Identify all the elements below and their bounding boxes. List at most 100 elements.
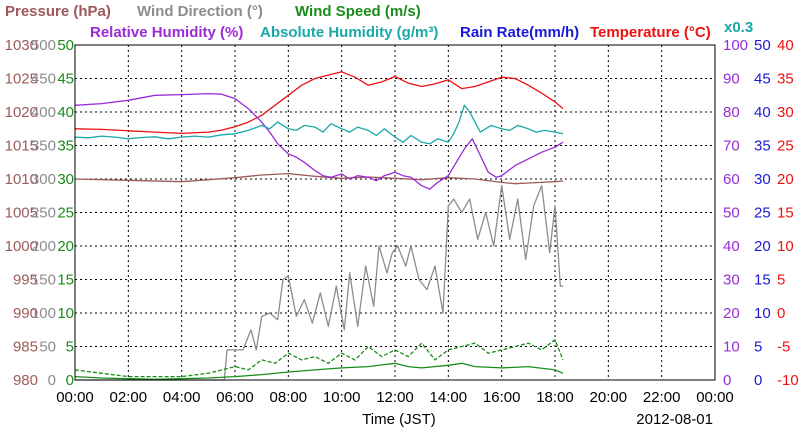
y-tick-label-temp: 20	[777, 171, 794, 188]
y-tick-label-wind-dir: 100	[31, 305, 56, 322]
y-tick-label-rel-hum: 20	[723, 305, 740, 322]
y-tick-label-wind-speed: 25	[57, 205, 74, 222]
y-tick-label-temp: 5	[777, 272, 785, 289]
y-tick-label-wind-dir: 50	[39, 339, 56, 356]
y-tick-label-rain: 40	[754, 104, 771, 121]
y-tick-label-temp: 40	[777, 37, 794, 54]
y-tick-label-wind-dir: 300	[31, 171, 56, 188]
y-tick-label-wind-speed: 5	[66, 339, 74, 356]
y-tick-label-wind-speed: 30	[57, 171, 74, 188]
y-tick-label-wind-dir: 200	[31, 238, 56, 255]
y-tick-label-wind-speed: 50	[57, 37, 74, 54]
y-tick-label-pressure: 1025	[5, 71, 38, 88]
y-tick-label-rel-hum: 100	[723, 37, 748, 54]
x-tick-label: 06:00	[216, 389, 254, 406]
series-line-pressure-hpa	[74, 172, 564, 185]
legend-rain-rate: Rain Rate(mm/h)	[460, 24, 579, 41]
y-tick-label-pressure: 980	[13, 372, 38, 389]
y-tick-label-rain: 20	[754, 238, 771, 255]
y-tick-label-rel-hum: 40	[723, 238, 740, 255]
x-tick-label: 00:00	[696, 389, 734, 406]
series-line-relative-humidity	[74, 92, 564, 190]
y-tick-label-temp: -10	[777, 372, 799, 389]
y-tick-label-pressure: 995	[13, 272, 38, 289]
y-tick-label-temp: 35	[777, 71, 794, 88]
y-tick-label-rain: 15	[754, 272, 771, 289]
y-tick-label-wind-dir: 250	[31, 205, 56, 222]
y-tick-label-pressure: 1015	[5, 138, 38, 155]
legend-wind-direction: Wind Direction (°)	[137, 3, 263, 20]
series-line-temperature-c	[74, 71, 564, 135]
legend-absolute-humidity: Absolute Humidity (g/m³)	[260, 24, 438, 41]
series-line-wind-direction	[75, 185, 563, 381]
y-tick-label-wind-dir: 150	[31, 272, 56, 289]
y-tick-label-rel-hum: 10	[723, 339, 740, 356]
y-tick-label-temp: 0	[777, 305, 785, 322]
y-tick-label-rel-hum: 60	[723, 171, 740, 188]
y-tick-label-wind-speed: 0	[66, 372, 74, 389]
y-tick-label-rel-hum: 50	[723, 205, 740, 222]
y-tick-label-rel-hum: 80	[723, 104, 740, 121]
y-tick-label-temp: 10	[777, 238, 794, 255]
x-tick-label: 08:00	[270, 389, 308, 406]
x-tick-label: 10:00	[323, 389, 361, 406]
y-tick-label-wind-speed: 10	[57, 305, 74, 322]
x-tick-label: 18:00	[536, 389, 574, 406]
y-tick-label-temp: 30	[777, 104, 794, 121]
x-tick-label: 22:00	[643, 389, 681, 406]
grid	[75, 45, 715, 380]
y-tick-label-temp: 15	[777, 205, 794, 222]
y-tick-label-temp: -5	[777, 339, 790, 356]
y-tick-label-wind-speed: 20	[57, 238, 74, 255]
y-tick-label-wind-dir: 500	[31, 37, 56, 54]
series-line-absolute-humidity-g-m	[74, 104, 564, 145]
y-tick-label-wind-dir: 400	[31, 104, 56, 121]
y-tick-label-rel-hum: 70	[723, 138, 740, 155]
x-tick-label: 20:00	[590, 389, 628, 406]
y-tick-label-rain: 5	[754, 339, 762, 356]
y-tick-label-wind-dir: 450	[31, 71, 56, 88]
y-tick-label-wind-speed: 40	[57, 104, 74, 121]
y-tick-label-wind-dir: 350	[31, 138, 56, 155]
y-tick-label-pressure: 1000	[5, 238, 38, 255]
title-row-2: Relative Humidity (%) Absolute Humidity …	[90, 19, 753, 41]
x-axis-label: Time (JST)	[362, 411, 436, 428]
abs-humidity-scale-note: x0.3	[724, 19, 753, 36]
x-axis-ticks: 00:00 02:00 04:00 06:00 08:00 10:00 12:00 14:00…	[56, 389, 734, 406]
y-tick-label-rain: 50	[754, 37, 771, 54]
series-group	[74, 71, 564, 381]
y-tick-label-pressure: 1030	[5, 37, 38, 54]
y-tick-label-pressure: 1020	[5, 104, 38, 121]
y-tick-label-rain: 35	[754, 138, 771, 155]
legend-relative-humidity: Relative Humidity (%)	[90, 24, 243, 41]
legend-pressure: Pressure (hPa)	[5, 3, 111, 20]
y-tick-label-wind-dir: 0	[48, 372, 56, 389]
y-tick-label-pressure: 1005	[5, 205, 38, 222]
x-tick-label: 02:00	[110, 389, 148, 406]
left-axis-ticks: 1030102510201015101010051000995990985980…	[5, 37, 74, 389]
title-row-1: Pressure (hPa) Wind Direction (°) Wind S…	[5, 3, 421, 20]
y-tick-label-rain: 25	[754, 205, 771, 222]
x-tick-label: 04:00	[163, 389, 201, 406]
y-tick-label-pressure: 990	[13, 305, 38, 322]
x-tick-label: 16:00	[483, 389, 521, 406]
plot-frame	[74, 44, 716, 381]
series-line-wind-speed-m-s	[74, 339, 564, 378]
legend-temperature: Temperature (°C)	[590, 24, 711, 41]
y-tick-label-wind-speed: 35	[57, 138, 74, 155]
series-line-wind-speed-min-m-s	[74, 362, 564, 380]
y-tick-label-rain: 10	[754, 305, 771, 322]
y-tick-label-rain: 30	[754, 171, 771, 188]
legend-wind-speed: Wind Speed (m/s)	[295, 3, 421, 20]
y-tick-label-wind-speed: 45	[57, 71, 74, 88]
x-tick-label: 12:00	[376, 389, 414, 406]
y-tick-label-rel-hum: 90	[723, 71, 740, 88]
y-tick-label-rel-hum: 0	[723, 372, 731, 389]
right-axis-ticks: 1009080706050403020100504540353025201510…	[723, 37, 799, 389]
y-tick-label-wind-speed: 15	[57, 272, 74, 289]
y-tick-label-pressure: 985	[13, 339, 38, 356]
x-tick-label: 14:00	[430, 389, 468, 406]
y-tick-label-rain: 0	[754, 372, 762, 389]
date-label: 2012-08-01	[636, 411, 713, 428]
x-tick-label: 00:00	[56, 389, 94, 406]
